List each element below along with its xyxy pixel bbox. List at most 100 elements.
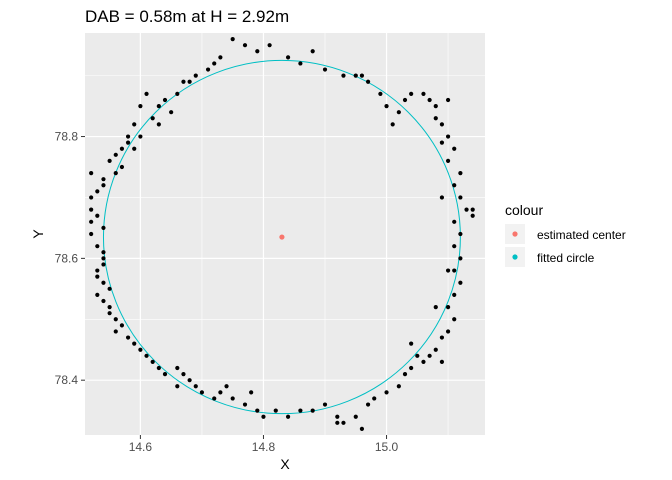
data-point (470, 207, 475, 212)
data-point (445, 134, 451, 139)
data-point (359, 426, 365, 432)
data-point (433, 103, 438, 109)
data-point (113, 152, 118, 157)
data-point (335, 420, 340, 425)
data-point (242, 43, 248, 48)
data-point (415, 353, 420, 358)
data-point (95, 189, 100, 194)
data-point (181, 371, 186, 377)
y-tick-label: 78.8 (55, 130, 79, 144)
data-point (427, 353, 432, 358)
data-point (138, 347, 143, 352)
data-point (396, 110, 401, 115)
data-point (89, 219, 94, 224)
data-point (439, 140, 445, 145)
data-point (89, 170, 94, 176)
data-point (175, 91, 180, 97)
chart-title: DAB = 0.58m at H = 2.92m (85, 7, 289, 26)
data-point (175, 384, 180, 389)
data-point (402, 97, 408, 103)
data-point (458, 195, 463, 200)
data-point (89, 231, 94, 237)
data-point (452, 183, 457, 188)
data-point (119, 164, 125, 170)
data-point (218, 390, 223, 395)
data-point (193, 73, 198, 78)
data-point (212, 61, 217, 66)
data-point (242, 402, 248, 407)
data-point (230, 396, 235, 401)
data-point (89, 195, 94, 200)
data-point (445, 329, 451, 334)
data-point (384, 390, 389, 395)
data-point (353, 73, 358, 78)
data-point (107, 158, 112, 164)
data-point (132, 341, 137, 346)
data-point (390, 122, 395, 127)
data-point (89, 207, 94, 212)
data-point (285, 55, 291, 60)
data-point (421, 359, 426, 365)
y-tick-label: 78.6 (55, 251, 79, 265)
data-point (199, 390, 205, 395)
data-point (396, 384, 401, 389)
x-axis-title: X (280, 456, 290, 472)
data-point (193, 384, 198, 389)
legend-title: colour (505, 202, 543, 218)
data-point (439, 195, 445, 200)
data-point (409, 341, 414, 346)
data-point (458, 280, 463, 285)
data-point (119, 146, 125, 151)
estimated-center-layer (279, 234, 285, 240)
data-point (224, 384, 229, 389)
legend-dot-estimated-center (512, 231, 518, 237)
data-point (101, 225, 106, 231)
data-point (322, 402, 328, 407)
data-point (452, 317, 457, 322)
data-point (95, 292, 100, 298)
data-point (445, 97, 451, 103)
legend: colour estimated center fitted circle (505, 202, 626, 267)
data-point (261, 414, 266, 419)
data-point (433, 304, 438, 310)
fitted-circle-layer (102, 59, 461, 415)
data-point (101, 177, 106, 182)
data-point (470, 213, 475, 218)
data-point (255, 49, 260, 54)
data-point (107, 311, 112, 316)
data-point (113, 329, 118, 334)
data-point (421, 91, 426, 97)
data-point (458, 256, 463, 261)
data-point (310, 408, 315, 413)
data-point (95, 274, 100, 279)
y-tick-label: 78.4 (55, 373, 79, 387)
data-points (89, 36, 475, 432)
data-point (107, 304, 112, 310)
data-point (113, 317, 118, 322)
data-point (169, 110, 174, 115)
data-point (464, 207, 469, 212)
legend-dot-fitted-circle (512, 254, 518, 260)
data-point (101, 280, 106, 285)
legend-label-estimated-center: estimated center (537, 228, 626, 242)
data-point (156, 122, 161, 127)
data-point (365, 79, 371, 84)
data-point (175, 365, 180, 371)
data-point (113, 170, 118, 176)
data-point (353, 414, 358, 419)
data-point (445, 304, 451, 310)
data-point (95, 268, 100, 273)
data-point (255, 408, 260, 413)
data-point (267, 43, 272, 48)
data-point (125, 335, 131, 340)
data-point (150, 116, 155, 121)
data-point (298, 408, 303, 413)
data-point (101, 298, 106, 304)
data-point (187, 79, 192, 84)
data-point (439, 359, 445, 365)
data-point (445, 158, 451, 164)
data-point (378, 91, 383, 97)
data-point (341, 73, 346, 78)
